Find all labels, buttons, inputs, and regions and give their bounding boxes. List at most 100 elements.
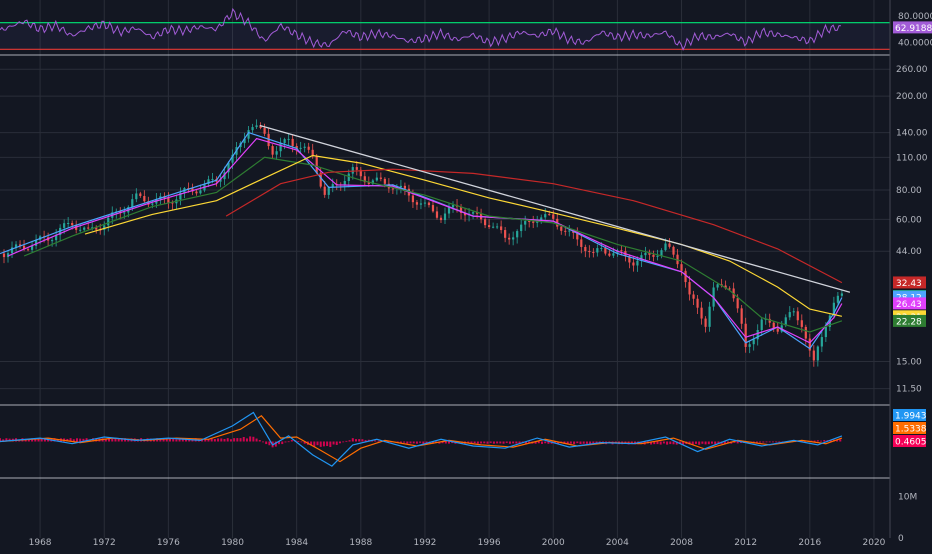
pane-separators[interactable]: [0, 0, 891, 538]
macd-pane[interactable]: [0, 411, 843, 467]
candle-body[interactable]: [644, 252, 647, 256]
candle-body[interactable]: [359, 169, 362, 177]
candle-body[interactable]: [263, 127, 266, 134]
candle-body[interactable]: [748, 344, 751, 347]
candle-body[interactable]: [648, 252, 651, 255]
candle-body[interactable]: [271, 146, 274, 155]
candle-body[interactable]: [103, 225, 106, 230]
candle-body[interactable]: [211, 178, 214, 180]
candle-body[interactable]: [327, 187, 330, 195]
candle-body[interactable]: [315, 156, 318, 173]
candle-body[interactable]: [63, 223, 66, 228]
candle-body[interactable]: [26, 249, 30, 251]
candle-body[interactable]: [291, 138, 294, 147]
candle-body[interactable]: [67, 222, 70, 224]
rsi-line[interactable]: [0, 7, 841, 51]
candle-body[interactable]: [139, 193, 142, 196]
candle-body[interactable]: [423, 202, 427, 204]
candle-body[interactable]: [652, 254, 655, 257]
candle-body[interactable]: [516, 231, 519, 238]
candle-body[interactable]: [279, 142, 282, 152]
candle-body[interactable]: [199, 190, 202, 194]
candle-body[interactable]: [303, 146, 306, 148]
candle-body[interactable]: [640, 255, 643, 261]
candle-body[interactable]: [700, 307, 703, 319]
candle-body[interactable]: [716, 284, 719, 288]
candle-body[interactable]: [131, 199, 134, 208]
candle-body[interactable]: [71, 222, 74, 226]
candle-body[interactable]: [51, 240, 54, 242]
candle-body[interactable]: [311, 149, 314, 157]
candle-body[interactable]: [323, 186, 326, 195]
candle-body[interactable]: [219, 179, 222, 182]
candle-body[interactable]: [411, 195, 415, 203]
candle-body[interactable]: [496, 226, 499, 228]
candle-body[interactable]: [439, 217, 443, 221]
candle-body[interactable]: [251, 127, 254, 131]
candle-body[interactable]: [343, 180, 346, 185]
candle-body[interactable]: [451, 204, 455, 208]
candle-body[interactable]: [668, 243, 671, 247]
candle-body[interactable]: [2, 253, 6, 258]
candle-body[interactable]: [596, 248, 599, 253]
candle-body[interactable]: [632, 262, 635, 266]
candle-body[interactable]: [171, 202, 174, 204]
candle-body[interactable]: [524, 221, 527, 225]
candle-body[interactable]: [79, 229, 82, 231]
candle-body[interactable]: [87, 227, 90, 229]
candle-body[interactable]: [419, 203, 423, 205]
candle-body[interactable]: [604, 248, 607, 254]
candle-body[interactable]: [796, 311, 799, 321]
candle-body[interactable]: [22, 245, 26, 250]
candle-body[interactable]: [151, 203, 154, 205]
candle-body[interactable]: [840, 293, 843, 296]
candle-body[interactable]: [560, 226, 563, 231]
candle-body[interactable]: [363, 176, 366, 183]
candle-body[interactable]: [680, 264, 683, 271]
candle-body[interactable]: [704, 318, 707, 327]
candle-body[interactable]: [552, 214, 555, 219]
candle-body[interactable]: [295, 146, 298, 149]
candle-body[interactable]: [431, 205, 435, 212]
candle-body[interactable]: [768, 318, 771, 323]
candle-body[interactable]: [508, 237, 511, 240]
candle-body[interactable]: [608, 253, 611, 256]
candle-body[interactable]: [804, 326, 807, 339]
candle-body[interactable]: [788, 312, 791, 318]
price-axis[interactable]: 260.00 200.00 140.00 110.00 80.00 60.00 44.00 1…: [893, 12, 932, 544]
candle-body[interactable]: [792, 311, 795, 313]
candle-body[interactable]: [91, 227, 94, 229]
candle-body[interactable]: [532, 221, 535, 223]
candle-body[interactable]: [383, 178, 386, 184]
candle-body[interactable]: [504, 230, 507, 238]
candle-body[interactable]: [592, 252, 595, 254]
candle-body[interactable]: [415, 202, 419, 205]
candle-body[interactable]: [588, 251, 591, 253]
candle-body[interactable]: [740, 308, 743, 324]
candle-body[interactable]: [55, 235, 58, 241]
candle-body[interactable]: [692, 294, 695, 299]
trendline[interactable]: [259, 124, 851, 293]
candle-body[interactable]: [34, 239, 38, 246]
candle-body[interactable]: [756, 330, 759, 340]
candle-body[interactable]: [776, 328, 779, 332]
candle-body[interactable]: [6, 253, 10, 258]
candle-body[interactable]: [636, 260, 639, 266]
candle-body[interactable]: [391, 188, 394, 190]
candle-body[interactable]: [512, 237, 515, 240]
candle-body[interactable]: [371, 180, 374, 184]
candle-body[interactable]: [471, 212, 475, 214]
candle-body[interactable]: [820, 337, 823, 347]
candle-body[interactable]: [760, 319, 763, 331]
candle-body[interactable]: [10, 247, 14, 254]
candle-body[interactable]: [483, 219, 487, 226]
candle-body[interactable]: [307, 146, 310, 150]
candle-body[interactable]: [259, 125, 262, 128]
candle-body[interactable]: [548, 214, 551, 216]
candle-body[interactable]: [399, 185, 403, 188]
candle-body[interactable]: [107, 217, 110, 226]
candle-body[interactable]: [656, 255, 659, 257]
candle-body[interactable]: [724, 285, 727, 289]
candle-body[interactable]: [584, 246, 587, 252]
candle-body[interactable]: [580, 239, 583, 247]
